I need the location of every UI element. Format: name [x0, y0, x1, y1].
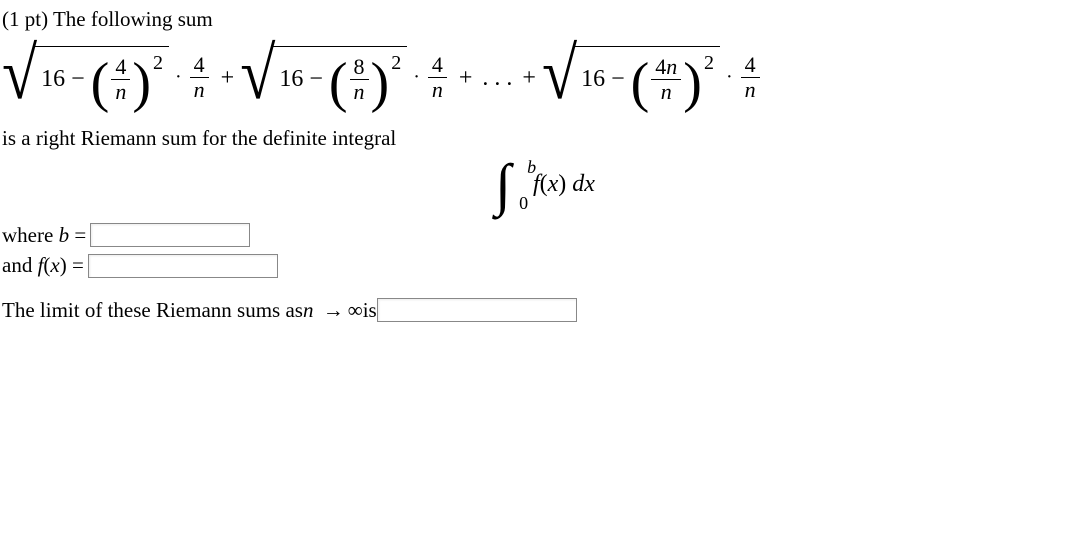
sqrt-n: √ 16 − ( 4n n ) 2: [542, 46, 720, 109]
fx-input[interactable]: [88, 254, 278, 278]
outer-fraction: 4 n: [190, 54, 209, 101]
sqrt-1: √ 16 − ( 4 n ) 2: [2, 46, 169, 109]
radicand-1: 16 − ( 4 n ) 2: [35, 46, 169, 109]
limit-input[interactable]: [377, 298, 577, 322]
dx-d: d: [572, 171, 584, 197]
plus-sign: +: [522, 61, 536, 96]
close-paren: ): [558, 171, 566, 197]
points-label: (1 pt): [2, 7, 48, 31]
open-paren: (: [540, 171, 548, 197]
term-n: √ 16 − ( 4n n ) 2 · 4 n: [542, 46, 762, 109]
denominator: n: [190, 78, 209, 101]
outer-fraction: 4 n: [428, 54, 447, 101]
lower-limit: 0: [519, 190, 528, 216]
arrow-icon: →: [323, 295, 344, 325]
minus-sign: −: [71, 62, 85, 97]
numerator: 4: [111, 56, 130, 79]
denominator: n: [741, 78, 760, 101]
where-fx-label: and f(x) =: [2, 250, 84, 280]
const-16: 16: [581, 62, 605, 97]
question-prompt: (1 pt) The following sum: [2, 4, 1086, 34]
integrand: f(x) dx: [533, 167, 595, 202]
where-b-label: where b =: [2, 220, 86, 250]
term-2: √ 16 − ( 8 n ) 2 · 4 n: [240, 46, 449, 109]
exponent: 2: [391, 49, 401, 78]
numerator: 8: [350, 56, 369, 79]
fraction: 8 n: [350, 56, 369, 103]
right-paren: ): [132, 61, 151, 105]
upper-limit: b: [527, 154, 536, 180]
minus-sign: −: [309, 62, 323, 97]
left-paren: (: [329, 61, 348, 105]
infinity-symbol: ∞: [348, 295, 363, 325]
denominator: n: [428, 78, 447, 101]
multiply-dot: ·: [175, 63, 182, 92]
radical-sign: √: [542, 45, 577, 105]
paren-group: ( 4 n ): [91, 56, 151, 103]
riemann-sum-expression: √ 16 − ( 4 n ) 2 · 4 n: [2, 46, 1086, 109]
integral-expression: ∫ b 0 f(x) dx: [2, 156, 1086, 214]
plus-sign: +: [459, 61, 473, 96]
paren-group: ( 8 n ): [329, 56, 389, 103]
limit-row: The limit of these Riemann sums as n → ∞…: [2, 295, 1086, 325]
limit-var-n: n: [303, 295, 314, 325]
outer-fraction: 4 n: [741, 54, 760, 101]
left-paren: (: [631, 61, 650, 105]
denominator: n: [350, 80, 369, 103]
term-1: √ 16 − ( 4 n ) 2 · 4 n: [2, 46, 211, 109]
fraction: 4 n: [111, 56, 130, 103]
sqrt-2: √ 16 − ( 8 n ) 2: [240, 46, 407, 109]
radicand-2: 16 − ( 8 n ) 2: [273, 46, 407, 109]
exponent: 2: [704, 49, 714, 78]
riemann-description: is a right Riemann sum for the definite …: [2, 123, 1086, 153]
limit-text-2: is: [363, 295, 377, 325]
denominator: n: [657, 80, 676, 103]
dx-x: x: [584, 171, 595, 197]
left-paren: (: [91, 61, 110, 105]
const-16: 16: [41, 62, 65, 97]
where-fx-row: and f(x) =: [2, 250, 1086, 280]
where-b-row: where b =: [2, 220, 1086, 250]
right-paren: ): [683, 61, 702, 105]
denominator: n: [111, 80, 130, 103]
prompt-text: The following sum: [53, 7, 213, 31]
numerator: 4: [190, 54, 209, 77]
ellipsis: . . .: [482, 61, 512, 96]
minus-sign: −: [611, 62, 625, 97]
fraction: 4n n: [651, 56, 681, 103]
multiply-dot: ·: [726, 63, 733, 92]
numerator: 4: [428, 54, 447, 77]
numerator: 4n: [651, 56, 681, 79]
numerator: 4: [741, 54, 760, 77]
b-input[interactable]: [90, 223, 250, 247]
integral-sign: ∫: [495, 156, 511, 214]
paren-group: ( 4n n ): [631, 56, 702, 103]
exponent: 2: [153, 49, 163, 78]
radical-sign: √: [2, 45, 37, 105]
radicand-n: 16 − ( 4n n ) 2: [575, 46, 720, 109]
multiply-dot: ·: [413, 63, 420, 92]
right-paren: ): [371, 61, 390, 105]
limit-text-1: The limit of these Riemann sums as: [2, 295, 303, 325]
radical-sign: √: [240, 45, 275, 105]
const-16: 16: [279, 62, 303, 97]
definite-integral: ∫ b 0 f(x) dx: [495, 156, 595, 214]
variable-x: x: [548, 171, 559, 197]
plus-sign: +: [221, 61, 235, 96]
